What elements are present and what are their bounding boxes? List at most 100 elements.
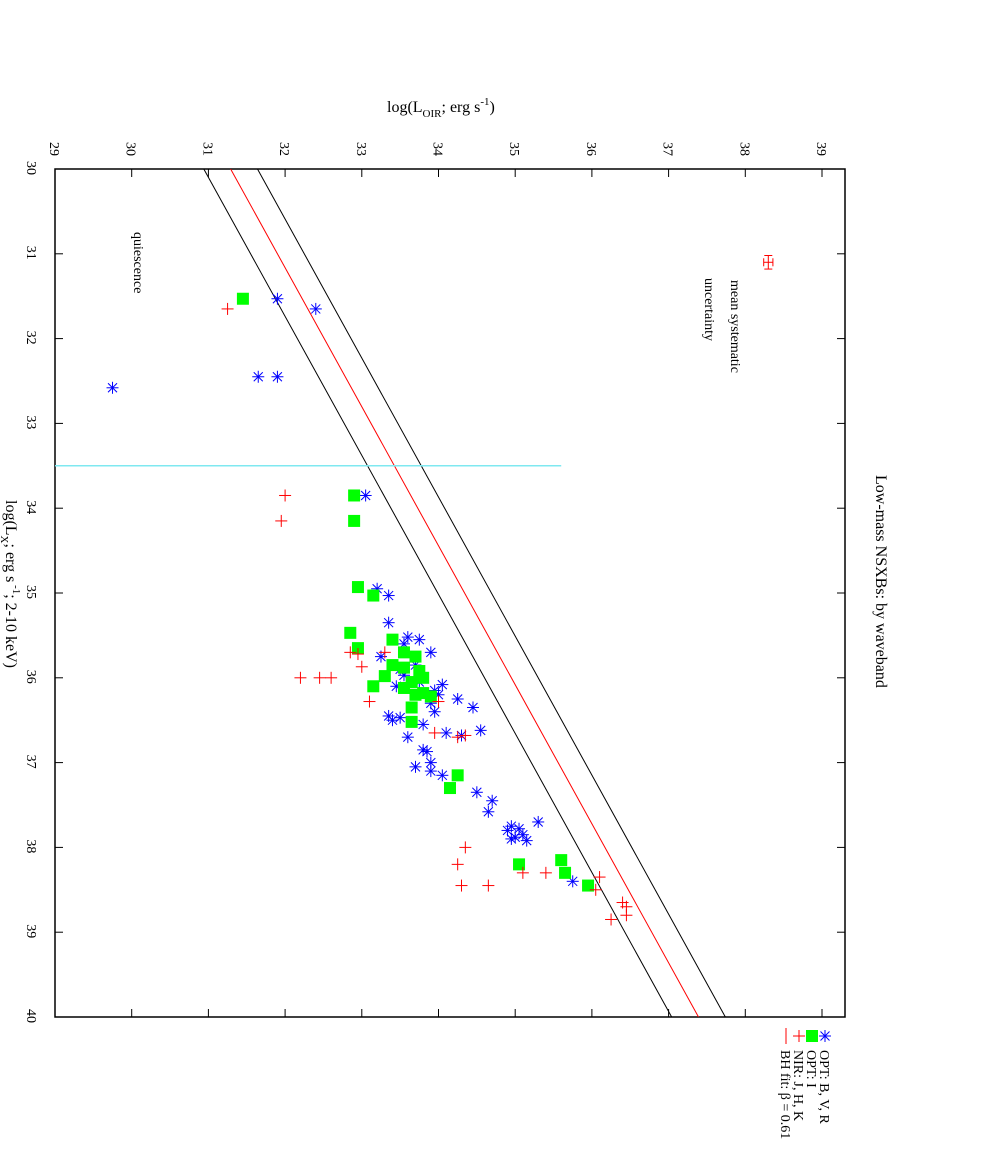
svg-text:log(LX; erg s -1; 2-10 keV): log(LX; erg s -1; 2-10 keV) bbox=[0, 500, 22, 668]
x-tick-label: 34 bbox=[23, 500, 38, 514]
data-point-plus bbox=[589, 883, 602, 896]
data-point-asterisk bbox=[428, 705, 441, 718]
fit-band-line bbox=[203, 169, 673, 1017]
data-point-asterisk bbox=[413, 633, 426, 646]
legend-swatch-plus bbox=[793, 1030, 805, 1042]
data-point-asterisk bbox=[382, 589, 395, 602]
data-point-asterisk bbox=[252, 370, 265, 383]
data-point-plus bbox=[482, 879, 495, 892]
fit-lines bbox=[203, 169, 726, 1017]
chart-title: Low-mass NSXBs: by waveband bbox=[872, 475, 889, 688]
data-point-square bbox=[405, 715, 418, 728]
data-point-asterisk bbox=[359, 489, 372, 502]
legend-label: OPT: B, V, R bbox=[816, 1050, 831, 1125]
annotation-uncertainty: uncertainty bbox=[701, 278, 716, 341]
data-point-plus bbox=[451, 858, 464, 871]
plot-frame bbox=[54, 168, 846, 1018]
data-point-plus bbox=[355, 660, 368, 673]
annotation-mean-systematic: mean systematic bbox=[727, 280, 742, 373]
data-point-square bbox=[513, 858, 526, 871]
data-point-plus bbox=[455, 879, 468, 892]
legend-swatch-square bbox=[806, 1030, 818, 1042]
x-axis-label: log(LX; erg s -1; 2-10 keV) bbox=[0, 500, 22, 668]
y-axis-ticks: 29 30 31 32 33 34 35 36 37 38 39 bbox=[46, 142, 828, 1017]
data-point-asterisk bbox=[424, 765, 437, 778]
data-point-asterisk bbox=[486, 794, 499, 807]
data-point-asterisk bbox=[467, 701, 480, 714]
data-point-asterisk bbox=[436, 678, 449, 691]
data-point-square bbox=[367, 680, 380, 693]
data-point-plus bbox=[344, 646, 357, 659]
y-tick-label: 34 bbox=[429, 142, 444, 156]
data-point-plus bbox=[593, 871, 606, 884]
fit-line bbox=[230, 169, 699, 1017]
data-point-square bbox=[348, 489, 361, 502]
y-tick-label: 29 bbox=[46, 142, 61, 156]
x-tick-label: 32 bbox=[23, 331, 38, 345]
data-point-square bbox=[397, 681, 410, 694]
legend-label: NIR: J, H, K bbox=[790, 1050, 805, 1121]
data-point-plus bbox=[605, 913, 618, 926]
legend-label: BH fit: β = 0.61 bbox=[777, 1050, 792, 1139]
data-point-square bbox=[351, 581, 364, 594]
data-point-plus bbox=[221, 302, 234, 315]
x-tick-label: 40 bbox=[23, 1009, 38, 1023]
data-point-asterisk bbox=[382, 616, 395, 629]
data-point-plus bbox=[294, 671, 307, 684]
x-tick-label: 35 bbox=[23, 585, 38, 599]
data-point-plus bbox=[428, 726, 441, 739]
x-tick-label: 36 bbox=[23, 670, 38, 684]
data-point-square bbox=[582, 879, 595, 892]
data-point-plus bbox=[275, 514, 288, 527]
data-point-asterisk bbox=[451, 693, 464, 705]
y-tick-label: 35 bbox=[506, 142, 521, 156]
data-point-plus bbox=[459, 841, 472, 854]
data-point-asterisk bbox=[417, 718, 430, 731]
data-point-square bbox=[444, 782, 456, 795]
y-tick-label: 31 bbox=[199, 142, 214, 156]
data-point-asterisk bbox=[386, 714, 399, 727]
x-tick-label: 33 bbox=[23, 415, 38, 429]
data-point-asterisk bbox=[440, 726, 453, 739]
data-point-plus bbox=[459, 729, 472, 742]
data-point-plus bbox=[539, 866, 552, 879]
data-point-plus bbox=[516, 866, 529, 879]
data-point-asterisk bbox=[505, 832, 518, 845]
y-tick-label: 36 bbox=[583, 142, 598, 156]
y-tick-label: 39 bbox=[813, 142, 828, 156]
x-tick-label: 30 bbox=[23, 161, 38, 175]
fit-band-line bbox=[257, 169, 726, 1017]
data-point-asterisk bbox=[520, 834, 533, 847]
data-point-plus bbox=[279, 489, 292, 502]
data-point-plus bbox=[620, 909, 633, 922]
x-tick-label: 39 bbox=[23, 924, 38, 938]
data-point-asterisk bbox=[309, 302, 322, 315]
data-point-plus bbox=[451, 731, 464, 744]
data-point-square bbox=[555, 854, 568, 867]
data-point-plus bbox=[325, 671, 338, 684]
data-point-square bbox=[386, 659, 399, 672]
y-tick-label: 38 bbox=[736, 142, 751, 156]
data-point-asterisk bbox=[532, 815, 545, 828]
data-point-asterisk bbox=[474, 724, 487, 737]
y-tick-label: 32 bbox=[276, 142, 291, 156]
x-tick-label: 37 bbox=[23, 755, 38, 769]
data-point-asterisk bbox=[271, 370, 284, 383]
data-point-square bbox=[451, 769, 464, 782]
error-marker bbox=[763, 254, 774, 270]
annotation-quiescence: quiescence bbox=[130, 232, 145, 293]
data-point-square bbox=[559, 866, 572, 879]
data-point-asterisk bbox=[409, 760, 422, 773]
y-tick-label: 30 bbox=[123, 142, 138, 156]
data-point-asterisk bbox=[394, 711, 407, 724]
data-point-plus bbox=[351, 648, 364, 661]
data-point-square bbox=[397, 646, 410, 659]
y-axis-label: log(LOIR; erg s-1) bbox=[387, 96, 495, 120]
data-point-plus bbox=[363, 695, 376, 708]
data-point-asterisk bbox=[424, 646, 437, 659]
data-point-square bbox=[405, 701, 418, 714]
x-tick-label: 38 bbox=[23, 839, 38, 853]
data-point-asterisk bbox=[470, 786, 483, 799]
